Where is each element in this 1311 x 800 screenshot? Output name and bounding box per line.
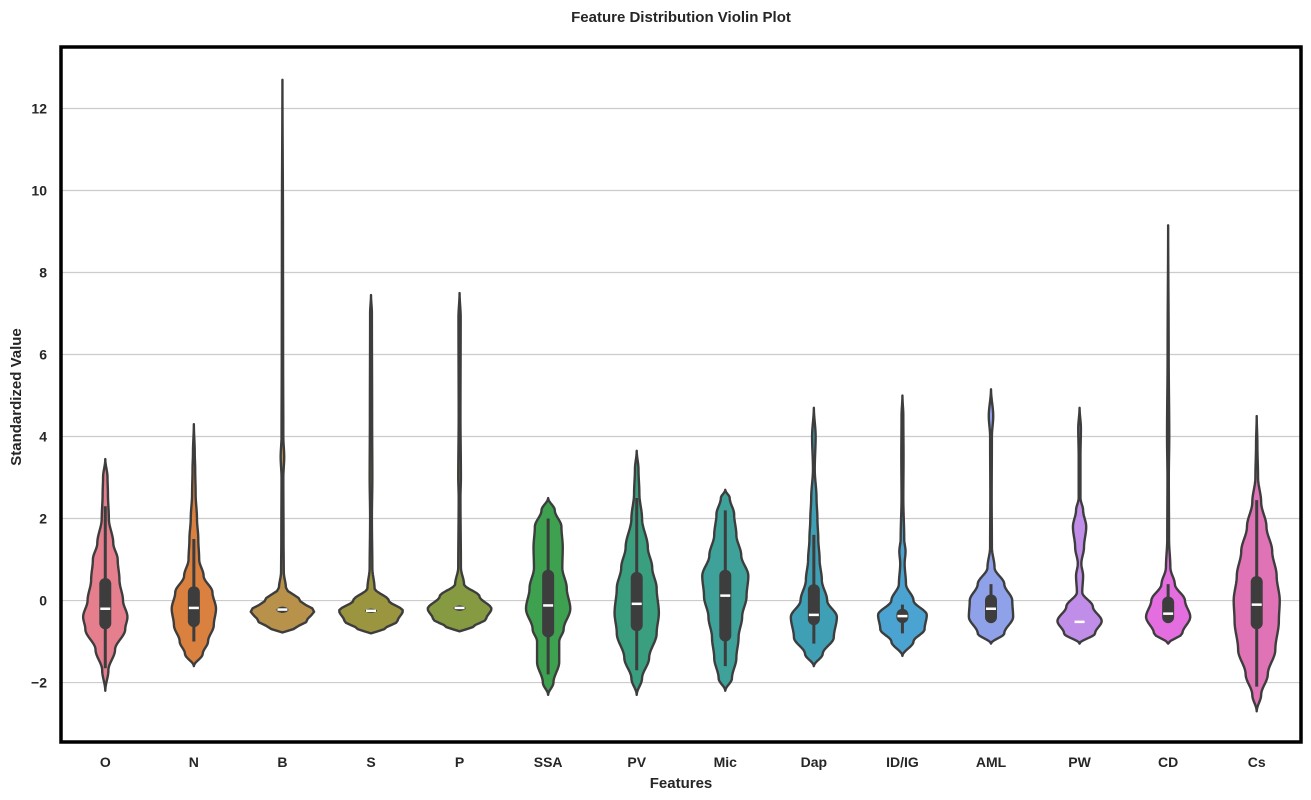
chart-title: Feature Distribution Violin Plot xyxy=(571,9,791,26)
y-tick-label: 12 xyxy=(31,101,47,117)
plot-frame xyxy=(59,45,1303,744)
violin-SSA xyxy=(524,496,572,697)
x-tick-label: O xyxy=(100,754,111,770)
x-tick-label: S xyxy=(366,754,375,770)
y-tick-label: −2 xyxy=(31,675,47,691)
violin-iqr-box xyxy=(1162,596,1175,624)
violin-body xyxy=(426,291,493,633)
violin-iqr-box xyxy=(1250,575,1263,630)
violin-CD xyxy=(1144,224,1192,645)
violin-body xyxy=(1144,224,1192,645)
violin-O xyxy=(81,457,129,692)
gridlines xyxy=(61,107,1301,684)
x-tick-label: PW xyxy=(1068,754,1091,770)
x-tick-label: ID/IG xyxy=(886,754,919,770)
x-tick-label: Cs xyxy=(1248,754,1266,770)
x-tick-label: Mic xyxy=(714,754,738,770)
violins xyxy=(81,78,1281,713)
violin-body xyxy=(249,78,316,634)
violin-PW xyxy=(1056,406,1103,645)
violin-PV xyxy=(613,449,661,697)
violin-iqr-box xyxy=(719,569,732,642)
x-tick-label: P xyxy=(455,754,464,770)
x-tick-label: SSA xyxy=(534,754,563,770)
violin-body xyxy=(876,394,928,658)
violin-Cs xyxy=(1232,414,1281,713)
y-tick-label: 0 xyxy=(39,593,47,609)
violin-iqr-box xyxy=(630,571,643,632)
violin-iqr-box xyxy=(542,569,555,638)
y-tick-labels: −2 0 2 4 6 8 10 12 xyxy=(31,101,47,691)
violin-iqr-box xyxy=(99,577,112,630)
violin-body xyxy=(1056,406,1103,645)
violin-body xyxy=(338,293,404,635)
x-tick-label: CD xyxy=(1158,754,1178,770)
violin-N xyxy=(170,423,218,668)
violin-Mic xyxy=(701,488,750,692)
violin-S xyxy=(338,293,404,635)
y-tick-label: 8 xyxy=(39,265,47,281)
x-axis-label: Features xyxy=(650,775,713,792)
violin-P xyxy=(426,291,493,633)
violin-body xyxy=(967,388,1015,645)
violin-Dap xyxy=(789,406,839,668)
violin-AML xyxy=(967,388,1015,645)
x-tick-label: PV xyxy=(627,754,646,770)
y-tick-label: 2 xyxy=(39,511,47,527)
y-tick-label: 6 xyxy=(39,347,47,363)
violin-iqr-box xyxy=(807,584,820,626)
x-tick-label: AML xyxy=(976,754,1007,770)
violin-ID/IG xyxy=(876,394,928,658)
x-tick-labels: O N B S P SSA PV Mic Dap ID/IG AML PW CD Cs xyxy=(100,754,1266,770)
y-tick-label: 10 xyxy=(31,183,47,199)
x-tick-label: B xyxy=(277,754,287,770)
x-tick-label: N xyxy=(189,754,199,770)
violin-B xyxy=(249,78,316,634)
y-axis-label: Standardized Value xyxy=(8,328,25,466)
x-tick-label: Dap xyxy=(801,754,827,770)
y-tick-label: 4 xyxy=(39,429,47,445)
